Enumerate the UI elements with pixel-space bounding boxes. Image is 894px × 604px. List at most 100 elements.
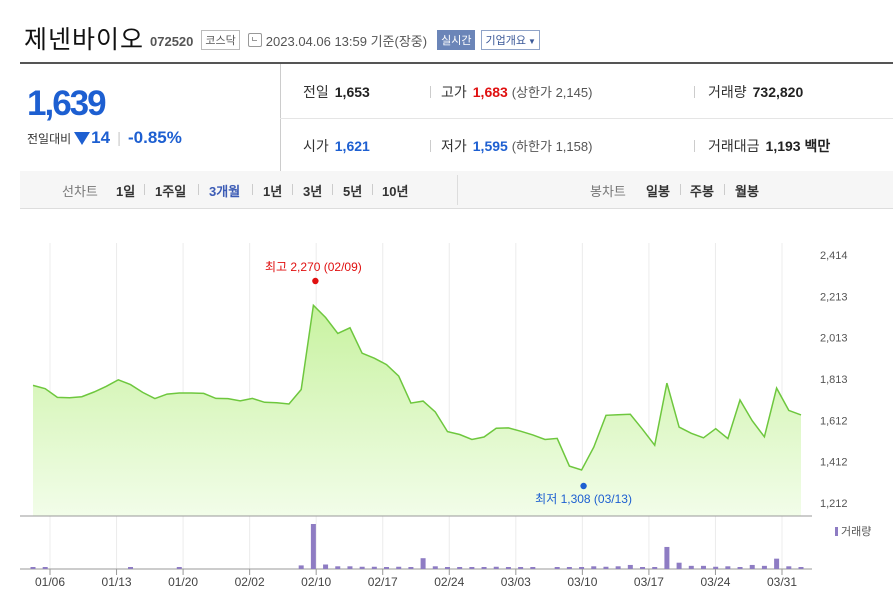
divider: | [117, 129, 121, 147]
y-tick-label: 1,813 [820, 374, 848, 386]
volume-bar [176, 567, 182, 569]
volume-bar [310, 524, 316, 569]
divider [457, 175, 458, 205]
max-annotation: 최고 2,270 (02/09) [265, 260, 362, 274]
volume-bar [420, 558, 426, 569]
volume-bar [774, 558, 780, 569]
volume-bar [627, 564, 633, 569]
y-tick-label: 2,213 [820, 291, 848, 303]
lower-limit: (하한가 1,158) [511, 139, 593, 154]
company-info-button[interactable]: 기업개요 ▼ [481, 30, 540, 50]
divider [252, 184, 253, 195]
volume-bar [128, 567, 134, 569]
volume-bar [664, 546, 670, 569]
line-chart-label: 선차트 [62, 184, 98, 199]
stock-code: 072520 [150, 33, 194, 49]
y-tick-label: 1,412 [820, 457, 848, 469]
tab-1d[interactable]: 1일 [116, 184, 136, 199]
volume-bar [396, 566, 402, 569]
tab-10y[interactable]: 10년 [382, 184, 409, 199]
volume-bar [676, 562, 682, 569]
volume-bar [530, 567, 536, 569]
tab-monthly[interactable]: 월봉 [735, 184, 759, 199]
tab-weekly[interactable]: 주봉 [690, 184, 714, 199]
tab-3y[interactable]: 3년 [303, 184, 323, 199]
trading-value-unit: 백만 [804, 138, 831, 154]
x-tick-label: 03/10 [567, 575, 597, 589]
x-tick-label: 01/13 [102, 575, 132, 589]
trading-value-label: 거래대금 [708, 138, 760, 154]
y-tick-label: 2,013 [820, 333, 848, 345]
tab-daily[interactable]: 일봉 [646, 184, 670, 199]
volume-bar [713, 566, 719, 569]
price-line [32, 303, 802, 471]
high-label: 고가 [441, 84, 467, 100]
volume-bar [591, 566, 597, 569]
divider [694, 140, 695, 152]
stock-header: 제넨바이오 072520 코스닥 2023.04.06 13:59 기준(장중)… [24, 22, 540, 54]
company-info-label: 기업개요 [485, 35, 526, 47]
volume-bar [566, 567, 572, 569]
price-area [33, 305, 801, 516]
change-row: 전일대비 14 | -0.85% [27, 128, 182, 148]
divider [332, 184, 333, 195]
x-tick-label: 02/24 [434, 575, 464, 589]
tab-1y[interactable]: 1년 [263, 184, 283, 199]
tab-5y[interactable]: 5년 [343, 184, 363, 199]
price-box: 1,639 전일대비 14 | -0.85% [20, 64, 281, 173]
chart-tabs: 선차트 1일 1주일 3개월 1년 3년 5년 10년 봉차트 일봉 주봉 월봉 [20, 171, 893, 209]
volume-bar [518, 567, 524, 569]
volume-bar [749, 564, 755, 569]
divider [694, 86, 695, 98]
prev-close-label: 전일 [303, 84, 329, 100]
x-tick-label: 02/02 [235, 575, 265, 589]
max-marker [312, 277, 319, 285]
volume-bar [652, 567, 658, 569]
volume-bar [700, 565, 706, 569]
min-marker [580, 482, 587, 490]
volume-bar [323, 564, 329, 569]
volume-bar [761, 565, 767, 569]
volume-bar [725, 566, 731, 569]
x-tick-label: 03/17 [634, 575, 664, 589]
low: 저가 1,595 (하한가 1,158) [441, 136, 592, 156]
open-value: 1,621 [334, 138, 370, 154]
market-badge: 코스닥 [201, 30, 240, 50]
clock-icon [247, 33, 262, 47]
volume-bar [384, 567, 390, 569]
volume-bar [505, 567, 511, 569]
divider [198, 184, 199, 195]
divider [292, 184, 293, 195]
x-tick-label: 03/03 [501, 575, 531, 589]
open: 시가 1,621 [303, 136, 370, 156]
volume-bar [30, 567, 36, 569]
tab-3m[interactable]: 3개월 [209, 184, 241, 199]
high: 고가 1,683 (상한가 2,145) [441, 82, 592, 102]
tab-1w[interactable]: 1주일 [155, 184, 187, 199]
divider [680, 184, 681, 195]
candle-chart-label: 봉차트 [590, 184, 626, 199]
x-tick-label: 02/10 [301, 575, 331, 589]
divider [724, 184, 725, 195]
volume-bar [444, 567, 450, 569]
volume-bar [737, 567, 743, 569]
volume-bar [603, 566, 609, 569]
open-label: 시가 [303, 138, 329, 154]
timestamp: 2023.04.06 13:59 기준(장중) [265, 33, 428, 49]
volume-bar [615, 566, 621, 569]
upper-limit: (상한가 2,145) [511, 85, 593, 100]
volume-bar [640, 567, 646, 569]
volume-bar [798, 567, 804, 569]
volume-bar [481, 567, 487, 569]
volume-bar [335, 566, 341, 569]
lower-limit-label: 하한가 [516, 139, 552, 154]
volume-bar [347, 566, 353, 569]
x-tick-label: 02/17 [368, 575, 398, 589]
volume-bar [469, 567, 475, 569]
volume-bar [42, 567, 48, 569]
chevron-down-icon: ▼ [527, 37, 536, 46]
current-price: 1,639 [27, 84, 107, 123]
realtime-button[interactable]: 실시간 [437, 30, 476, 50]
prev-close-value: 1,653 [334, 84, 370, 100]
volume-bar [688, 565, 694, 569]
